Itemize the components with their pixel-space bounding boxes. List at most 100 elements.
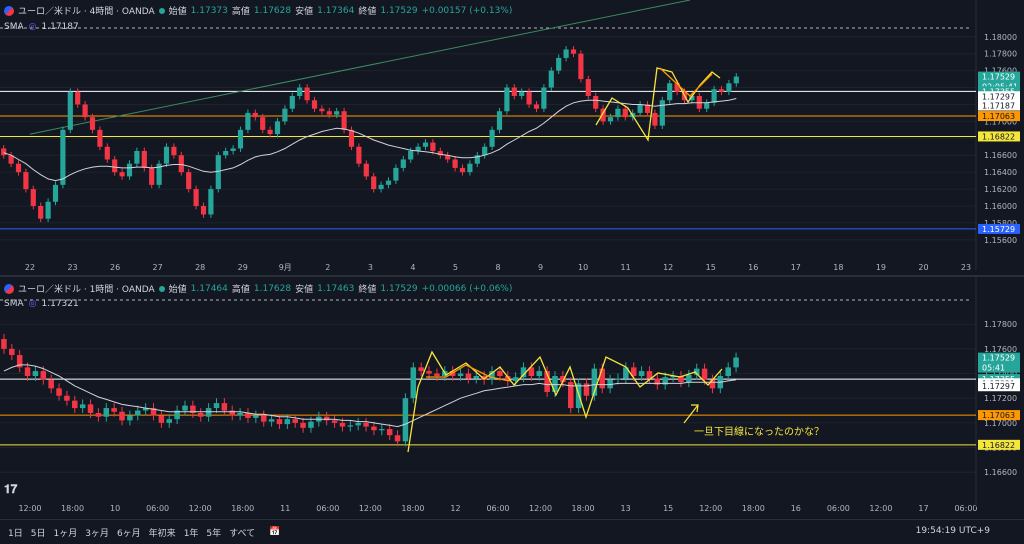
time-tick-label: 2 — [325, 263, 330, 272]
open-label: 始値 — [168, 7, 187, 17]
candle-body — [174, 410, 180, 420]
trend-line[interactable] — [29, 0, 691, 135]
symbol-title[interactable]: ユーロ／米ドル · 1時間 · OANDA — [18, 285, 155, 295]
sma-legend-1h[interactable]: SMA ◎ 1.17321 — [4, 299, 79, 309]
candle-body — [40, 371, 47, 380]
settings-icon[interactable]: ◎ — [28, 299, 37, 309]
range-button-7[interactable]: 5年 — [206, 528, 222, 539]
candle-body — [693, 368, 700, 375]
candle-body — [119, 411, 125, 421]
candle-body — [205, 408, 212, 417]
time-tick-label: 26 — [110, 263, 120, 272]
chart-panel-1h[interactable]: 1.17800 1.17600 1.17400 1.17200 1.17000 1.168… — [0, 277, 1024, 517]
candle-body — [190, 405, 196, 413]
price-label — [978, 131, 1020, 142]
range-button-6[interactable]: 1年 — [183, 528, 199, 539]
annotation-text[interactable]: 一旦下目線になったのかな？ — [694, 425, 824, 438]
candle-body — [104, 146, 110, 160]
market-open-icon — [158, 7, 165, 14]
price-label — [978, 223, 1020, 234]
time-tick-label: 23 — [67, 263, 77, 272]
candle-body — [30, 189, 36, 206]
candle-body — [23, 172, 29, 190]
sma-line — [3, 98, 737, 182]
range-button-1[interactable]: 5日 — [30, 528, 46, 539]
price-label — [978, 111, 1020, 122]
price-tick-label: 1.16000 — [984, 202, 1017, 211]
candle-body — [75, 91, 81, 105]
chart-panel-4h[interactable]: 1.180001.178001.176001.174001.172001.170… — [0, 0, 1024, 276]
candle-body — [119, 172, 125, 177]
zigzag-drawing[interactable] — [595, 67, 721, 142]
candle-body — [489, 371, 495, 380]
candle-body — [563, 49, 569, 58]
price-tick-label: 1.17800 — [984, 50, 1017, 59]
candle-body — [60, 129, 66, 185]
date-range-icon[interactable]: 📅 — [269, 527, 281, 537]
low-label: 安値 — [295, 285, 314, 295]
zigzag-drawing-orange[interactable] — [426, 364, 511, 382]
annotation-arrow[interactable] — [683, 404, 699, 424]
candle-body — [208, 189, 214, 215]
candle-body — [533, 104, 540, 109]
price-label-text: 1.16822 — [982, 441, 1015, 450]
candle-body — [689, 96, 695, 101]
candle-body — [567, 382, 574, 409]
range-button-8[interactable]: すべて — [229, 528, 256, 539]
candle-body — [15, 163, 22, 173]
time-tick-label: 06:00 — [316, 504, 339, 513]
candle-body — [1, 339, 7, 349]
symbol-title[interactable]: ユーロ／米ドル · 4時間 · OANDA — [18, 7, 155, 17]
candle-body — [630, 367, 637, 376]
time-tick-label: 18:00 — [231, 504, 254, 513]
candle-body — [284, 419, 291, 425]
range-button-5[interactable]: 年初来 — [148, 528, 176, 539]
candle-body — [89, 117, 96, 130]
chart-4h-svg[interactable]: 1.180001.178001.176001.174001.172001.170… — [0, 0, 1024, 276]
range-button-2[interactable]: 1ヶ月 — [53, 528, 78, 539]
candle-body — [725, 367, 731, 376]
candle-body — [607, 117, 614, 122]
settings-icon[interactable]: ◎ — [28, 22, 37, 32]
time-tick-label: 12:00 — [189, 504, 212, 513]
price-label-text: 1.17063 — [982, 112, 1015, 121]
candle-body — [512, 377, 519, 381]
candle-body — [363, 422, 369, 427]
close-value: 1.17529 — [380, 5, 418, 16]
candle-body — [654, 378, 661, 385]
zigzag-drawing[interactable] — [407, 350, 723, 453]
range-button-4[interactable]: 6ヶ月 — [116, 528, 141, 539]
candle-body — [95, 413, 102, 417]
candle-body — [623, 367, 629, 379]
candle-body — [496, 111, 503, 130]
pane-divider[interactable] — [0, 275, 1024, 277]
zigzag-drawing-orange[interactable] — [659, 67, 713, 97]
candle-body — [674, 83, 680, 92]
price-label-text: 1.17063 — [982, 411, 1015, 420]
candle-body — [348, 129, 355, 147]
high-value: 1.17628 — [253, 283, 292, 294]
chart-1h-svg[interactable]: 1.17800 1.17600 1.17400 1.17200 1.17000 1.168… — [0, 277, 1024, 517]
price-label — [978, 381, 1020, 392]
range-button-3[interactable]: 3ヶ月 — [85, 528, 109, 539]
candle-body — [56, 388, 62, 396]
candle-body — [718, 89, 725, 92]
candle-body — [733, 357, 739, 368]
range-button-0[interactable]: 1日 — [8, 528, 23, 539]
candle-body — [585, 79, 591, 96]
time-tick-label: 12:00 — [18, 504, 41, 513]
candle-body — [24, 367, 31, 376]
candle-body — [127, 415, 133, 421]
candle-body — [48, 379, 54, 389]
legend-1h: ユーロ／米ドル · 1時間 · OANDA 始値 1.17464 高値 1.1762… — [4, 282, 512, 295]
clock[interactable]: 19:54:19 UTC+9 — [915, 526, 990, 536]
candle-body — [378, 184, 384, 190]
sma-label: SMA — [4, 299, 24, 309]
time-tick-label: 18:00 — [572, 504, 595, 513]
sma-legend-4h[interactable]: SMA ◎ 1.17187 — [4, 22, 79, 32]
candle-body — [452, 159, 458, 168]
time-tick-label: 5 — [453, 263, 458, 272]
candle-body — [511, 87, 517, 96]
candle-body — [67, 91, 73, 130]
sma-value: 1.17321 — [41, 299, 79, 309]
